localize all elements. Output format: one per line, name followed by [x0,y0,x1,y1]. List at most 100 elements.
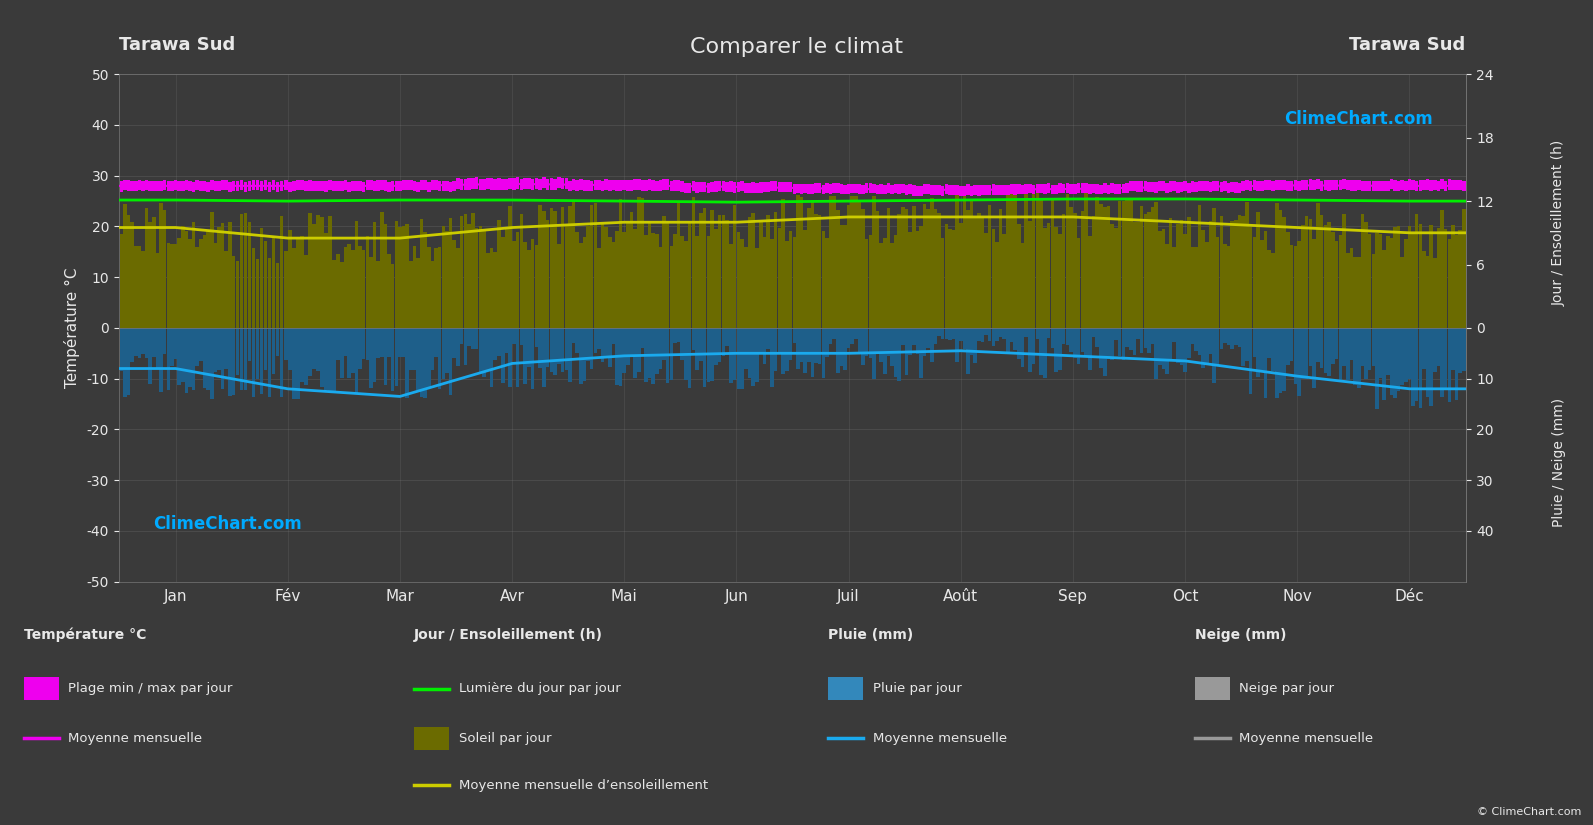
Bar [691,328,695,350]
Bar [221,180,225,190]
Bar [833,183,836,193]
Bar [817,215,822,328]
Bar [1260,181,1263,191]
Bar [1051,198,1055,328]
Bar [1114,328,1118,341]
Bar [640,198,644,328]
Bar [1375,328,1378,408]
Bar [586,328,589,361]
Bar [1155,201,1158,328]
Bar [478,178,483,190]
Bar [1187,328,1190,358]
Bar [1013,328,1016,350]
Bar [516,177,519,189]
Bar [1380,181,1383,191]
Bar [879,243,883,328]
Bar [658,328,663,369]
Bar [328,180,331,190]
Bar [188,238,191,328]
Bar [233,182,236,191]
Bar [908,328,911,356]
Bar [666,180,669,190]
Bar [897,328,902,381]
Bar [438,248,441,328]
Bar [763,328,766,364]
Bar [777,328,781,354]
Bar [1372,181,1375,191]
Bar [347,182,350,191]
Bar [1215,182,1220,191]
Bar [1110,224,1114,328]
Bar [381,180,384,190]
Text: ClimeChart.com: ClimeChart.com [1284,110,1432,128]
Bar [683,241,688,328]
Bar [362,250,365,328]
Bar [1058,234,1061,328]
Bar [182,226,185,328]
Bar [876,328,879,354]
Bar [1383,250,1386,328]
Bar [862,328,865,365]
Bar [840,328,843,366]
Bar [1235,328,1238,346]
Bar [703,209,706,328]
Bar [185,180,188,190]
Bar [1297,241,1301,328]
Bar [1190,182,1195,191]
Bar [707,328,710,382]
Bar [196,328,199,366]
Bar [1074,184,1077,194]
Bar [472,178,475,190]
Bar [137,180,142,191]
Bar [370,328,373,388]
Bar [260,328,263,394]
Bar [127,328,131,394]
Bar [1327,222,1330,328]
Bar [1032,328,1035,364]
Bar [1209,221,1212,328]
Bar [782,328,785,374]
Bar [553,179,558,191]
Bar [1443,328,1448,389]
Bar [962,328,967,349]
Bar [524,328,527,384]
Bar [1408,226,1411,328]
Bar [1451,180,1454,190]
Bar [207,182,210,191]
Bar [796,195,800,328]
Bar [1002,185,1005,195]
Bar [196,180,199,190]
Bar [142,328,145,354]
Bar [897,214,902,328]
Bar [1274,203,1279,328]
Bar [127,181,131,191]
Bar [405,180,409,190]
Bar [350,181,355,191]
Bar [1201,229,1204,328]
Bar [524,242,527,328]
Bar [460,216,464,328]
Bar [911,328,916,345]
Bar [299,181,304,191]
Bar [1415,214,1418,328]
Bar [789,182,792,191]
Bar [221,328,225,389]
Bar [1195,182,1198,192]
Bar [1155,182,1158,192]
Bar [789,231,792,328]
Bar [444,181,449,191]
Bar [1021,185,1024,195]
Bar [851,184,854,193]
Bar [1238,182,1241,193]
Bar [467,178,472,190]
Bar [1007,185,1010,195]
Bar [800,184,803,194]
Bar [564,178,569,189]
Bar [221,223,225,328]
Bar [1290,182,1294,191]
Bar [763,182,766,191]
Text: Comparer le climat: Comparer le climat [690,37,903,57]
Bar [513,241,516,328]
Bar [822,328,825,378]
Bar [836,328,840,373]
